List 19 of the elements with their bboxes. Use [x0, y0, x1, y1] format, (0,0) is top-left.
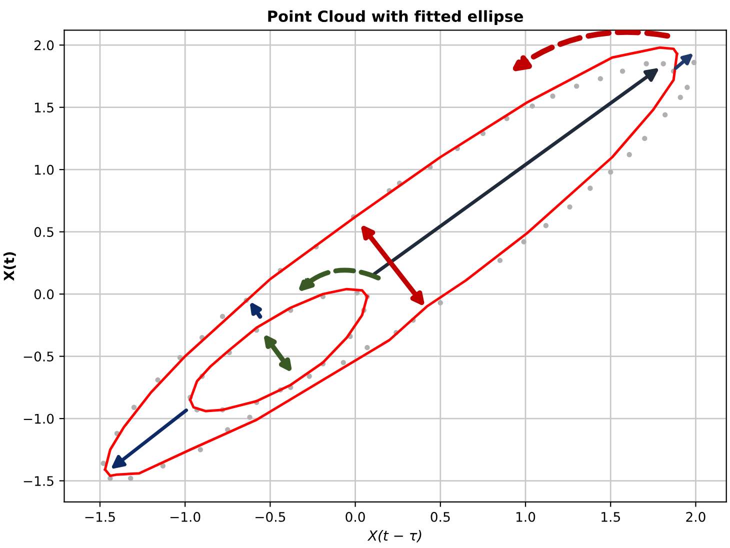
y-tick-label: 2.0 [34, 40, 54, 50]
y-tick-label: −0.5 [24, 352, 54, 362]
x-tick-label: 0.0 [346, 512, 365, 522]
y-tick-label: 0.5 [34, 227, 54, 238]
x-tick-label: −0.5 [256, 512, 286, 522]
y-tick-label: 0.0 [34, 289, 54, 300]
y-axis-title: X(t) [3, 252, 16, 281]
x-tick-label: 0.5 [430, 512, 450, 522]
y-tick-label: 1.5 [34, 102, 54, 113]
x-tick-label: −1.5 [85, 512, 115, 522]
x-tick-label: −1.0 [170, 512, 200, 522]
x-tick-label: 1.5 [602, 512, 620, 522]
y-tick-label: −1.5 [24, 476, 54, 486]
x-axis-title: X(t − τ) [367, 530, 422, 542]
chart-title: Point Cloud with fitted ellipse [268, 10, 524, 25]
y-tick-label: −1.0 [24, 414, 54, 424]
y-tick-label: 1.0 [34, 164, 54, 175]
x-tick-label: 2.0 [686, 512, 706, 522]
x-tick-label: 1.0 [516, 512, 536, 522]
